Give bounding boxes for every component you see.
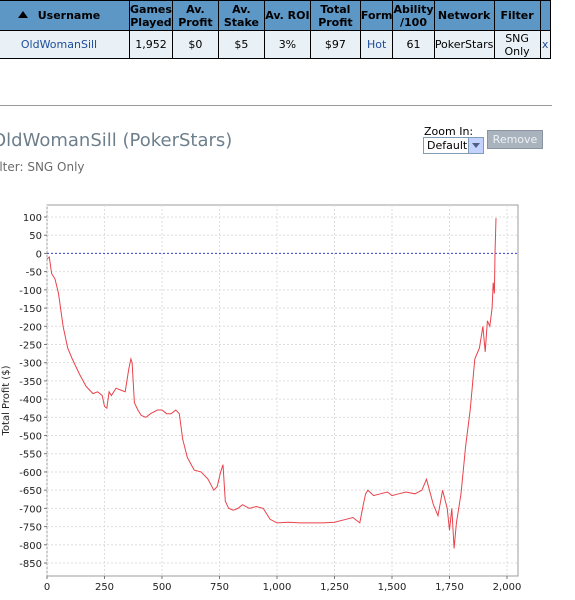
av-profit-cell: $0 — [171, 30, 219, 59]
x-tick-label: 1,500 — [378, 582, 407, 593]
x-tick-label: 1,750 — [435, 582, 464, 593]
filter-cell: SNG Only — [493, 30, 541, 59]
profit-chart: 100500-50-100-150-200-250-300-350-400-45… — [1, 204, 522, 593]
x-tick-label: 0 — [44, 582, 50, 593]
x-tick-label: 500 — [152, 582, 171, 593]
av-stake-cell: $5 — [217, 30, 265, 59]
x-tick-label: 2,000 — [493, 582, 522, 593]
plot-area — [46, 204, 519, 577]
x-tick-label: 250 — [95, 582, 114, 593]
profit-series-line — [46, 218, 497, 549]
column-header-av-roi[interactable]: Av. ROI — [263, 0, 311, 31]
x-tick-label: 750 — [210, 582, 229, 593]
y-tick-label: -250 — [19, 340, 42, 351]
form-link[interactable]: Hot — [359, 30, 394, 59]
y-tick-label: -450 — [19, 413, 42, 424]
y-tick-label: -50 — [26, 268, 42, 279]
x-tick-label: 1,250 — [320, 582, 349, 593]
x-axis-ticks: 0 250 500 750 1,000 1,250 1,500 1,750 2,000 — [44, 576, 522, 593]
column-header-av-profit[interactable]: Av. Profit — [171, 0, 219, 31]
y-tick-label: -750 — [19, 523, 42, 534]
y-axis-label: Total Profit ($) — [1, 365, 12, 436]
y-tick-label: -650 — [19, 486, 42, 497]
table-row: OldWomanSill 1,952 $0 $5 3% $97 Hot 61 P… — [0, 30, 551, 59]
y-tick-label: -700 — [19, 504, 42, 515]
player-title: OldWomanSill (PokerStars) — [0, 130, 233, 151]
y-tick-label: -300 — [19, 359, 42, 370]
total-profit-cell: $97 — [309, 30, 361, 59]
column-header-network[interactable]: Network — [433, 0, 495, 31]
column-header-games-played[interactable]: Games Played — [129, 0, 173, 31]
section-divider — [0, 105, 552, 106]
column-header-form[interactable]: Form — [359, 0, 394, 31]
zoom-select-value: Default — [427, 139, 468, 152]
y-tick-label: -100 — [19, 286, 42, 297]
network-cell: PokerStars — [433, 30, 495, 59]
av-roi-cell: 3% — [263, 30, 311, 59]
y-tick-label: -500 — [19, 432, 42, 443]
y-tick-label: 100 — [23, 213, 42, 224]
username-link[interactable]: OldWomanSill — [0, 30, 130, 59]
zoom-select[interactable]: Default — [423, 137, 484, 154]
y-tick-label: -800 — [19, 541, 42, 552]
y-tick-label: -150 — [19, 304, 42, 315]
column-header-ability[interactable]: Ability /100 — [392, 0, 435, 31]
grid-lines — [46, 205, 518, 576]
ability-cell: 61 — [392, 30, 435, 59]
player-stats-table: Username Games Played Av. Profit Av. Sta… — [0, 0, 551, 59]
column-header-av-stake[interactable]: Av. Stake — [217, 0, 265, 31]
column-header-total-profit[interactable]: Total Profit — [309, 0, 361, 31]
y-tick-label: -350 — [19, 377, 42, 388]
y-tick-label: -200 — [19, 322, 42, 333]
y-tick-label: -600 — [19, 468, 42, 479]
filter-description: ilter: SNG Only — [0, 160, 85, 174]
remove-button[interactable]: Remove — [487, 130, 543, 149]
column-header-username[interactable]: Username — [0, 0, 130, 31]
sort-arrow-icon[interactable] — [17, 10, 28, 18]
y-tick-label: -850 — [19, 559, 42, 570]
y-tick-label: 0 — [36, 249, 42, 260]
y-axis-ticks: 100 50 0 -50 -100 -150 -200 -250 -300 -350 -400 -45… — [19, 213, 47, 570]
column-header-filter[interactable]: Filter — [493, 0, 541, 31]
table-header-row: Username Games Played Av. Profit Av. Sta… — [0, 0, 551, 31]
games-played-cell: 1,952 — [129, 30, 173, 59]
column-header-remove — [539, 0, 551, 31]
y-tick-label: -400 — [19, 395, 42, 406]
remove-player-link[interactable]: x — [539, 30, 551, 59]
x-tick-label: 1,000 — [263, 582, 292, 593]
y-tick-label: -550 — [19, 450, 42, 461]
zoom-label: Zoom In: — [424, 125, 474, 138]
chevron-down-icon[interactable] — [468, 138, 483, 153]
y-tick-label: 50 — [29, 231, 42, 242]
username-header-label[interactable]: Username — [37, 9, 101, 22]
